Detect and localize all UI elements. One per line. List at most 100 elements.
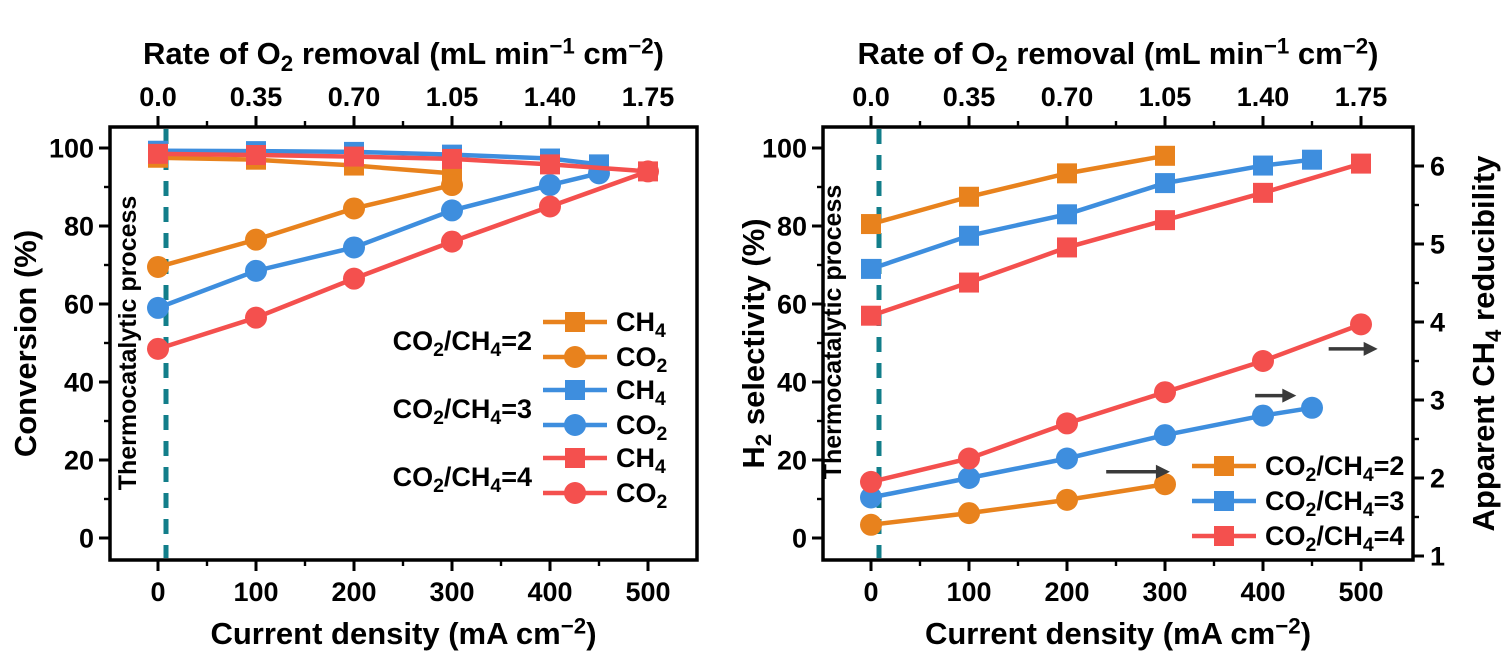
top-tick-label: 0.0 (852, 82, 890, 112)
x-tick-label: 500 (1338, 577, 1383, 607)
legend-entry-label: CO2 (616, 410, 668, 445)
circle-marker (245, 306, 267, 329)
square-marker (1155, 210, 1175, 231)
circle-marker (958, 467, 980, 489)
y2-tick-label: 1 (1430, 542, 1445, 572)
circle-marker (441, 174, 463, 197)
square-marker (148, 143, 168, 164)
legend: CO2/CH4=2CH4CO2CO2/CH4=3CH4CO2CO2/CH4=4C… (393, 307, 668, 513)
legend-entry-label: CH4 (616, 307, 666, 342)
series-ratio2-circle (147, 174, 463, 278)
legend-square-marker (565, 312, 585, 332)
right-axis-arrow (1255, 388, 1297, 403)
series-ratio4-square (861, 153, 1371, 326)
circle-marker (1154, 473, 1176, 496)
x-tick-label: 0 (150, 577, 165, 607)
legend-group-label: CO2/CH4=3 (393, 394, 532, 429)
top-tick-label: 1.75 (622, 82, 675, 112)
y-tick-label: 0 (79, 524, 94, 554)
y-tick-label: 80 (64, 212, 94, 242)
series-ratio3-circle (860, 396, 1323, 509)
circle-marker (147, 255, 169, 278)
y-tick-label: 40 (64, 368, 94, 398)
y2-tick-label: 3 (1430, 386, 1445, 416)
legend-circle-marker (564, 346, 586, 368)
square-marker (442, 148, 462, 169)
x-tick-label: 0 (863, 577, 878, 607)
y2-tick-label: 2 (1430, 464, 1445, 494)
legend-entry-label: CO2 (616, 342, 668, 377)
square-marker (959, 186, 979, 207)
series-ratio3-square (861, 149, 1322, 279)
legend-entry-label: CH4 (616, 375, 666, 410)
legend-square-marker (565, 380, 585, 400)
top-axis-title: Rate of O2 removal (mL min−1 cm−2) (858, 33, 1379, 75)
x-tick-label: 400 (1240, 577, 1285, 607)
square-marker (861, 258, 881, 279)
circle-marker (1252, 404, 1274, 427)
y-tick-label: 100 (762, 134, 807, 164)
right-axis-arrow (1106, 464, 1170, 479)
square-marker (861, 214, 881, 235)
circle-marker (637, 160, 659, 183)
square-marker (1351, 153, 1371, 174)
circle-marker (860, 470, 882, 493)
legend-square-marker (565, 448, 585, 468)
y-tick-label: 20 (64, 446, 94, 476)
square-marker (540, 154, 560, 175)
x-tick-label: 100 (946, 577, 991, 607)
x-axis-title: Current density (mA cm−2) (210, 613, 596, 651)
square-marker (1057, 163, 1077, 184)
series-ratio4-circle (860, 313, 1372, 493)
y-tick-label: 100 (49, 134, 94, 164)
legend-circle-marker (564, 482, 586, 504)
top-tick-label: 1.40 (1237, 82, 1290, 112)
circle-marker (245, 228, 267, 251)
square-marker (246, 145, 266, 166)
y-tick-label: 0 (792, 524, 807, 554)
x-tick-label: 200 (331, 577, 376, 607)
x-tick-label: 400 (527, 577, 572, 607)
axis-ticks (99, 116, 650, 571)
circle-marker (1252, 350, 1274, 372)
circle-marker (539, 195, 561, 218)
circle-marker (860, 486, 882, 509)
square-marker (1302, 149, 1322, 170)
top-tick-label: 1.05 (426, 82, 479, 112)
y-tick-label: 20 (777, 446, 807, 476)
circle-marker (1154, 424, 1176, 447)
top-tick-label: 0.70 (328, 82, 381, 112)
x-tick-label: 300 (429, 577, 474, 607)
x-tick-label: 300 (1142, 577, 1187, 607)
square-marker (959, 272, 979, 293)
y-axis-title: H2 selectivity (%) (736, 218, 776, 468)
series-ratio2-square (861, 145, 1175, 235)
legend-group-label: CO2/CH4=2 (393, 326, 532, 361)
legend-entry-label: CO2/CH4=2 (1265, 451, 1404, 486)
series-ratio2-circle (860, 473, 1176, 536)
circle-marker (245, 259, 267, 282)
legend-square-marker (1214, 526, 1234, 546)
circle-marker (1301, 396, 1323, 419)
circle-marker (1056, 447, 1078, 470)
x-tick-label: 200 (1044, 577, 1089, 607)
square-marker (1253, 182, 1273, 203)
series-ratio4-circle (147, 160, 659, 360)
legend-entry-label: CO2/CH4=3 (1265, 486, 1404, 521)
circle-marker (441, 230, 463, 253)
circle-marker (343, 267, 365, 290)
square-marker (1057, 204, 1077, 225)
x-tick-label: 100 (233, 577, 278, 607)
legend-group-label: CO2/CH4=4 (393, 462, 532, 497)
thermocatalytic-process-label: Thermocatalytic process (819, 185, 847, 480)
top-tick-label: 1.40 (524, 82, 577, 112)
x-axis-title: Current density (mA cm−2) (925, 613, 1311, 651)
circle-marker (1350, 313, 1372, 336)
top-tick-label: 1.05 (1139, 82, 1192, 112)
y-axis-title: Conversion (%) (8, 230, 43, 457)
circle-marker (860, 513, 882, 536)
circle-marker (1056, 488, 1078, 511)
